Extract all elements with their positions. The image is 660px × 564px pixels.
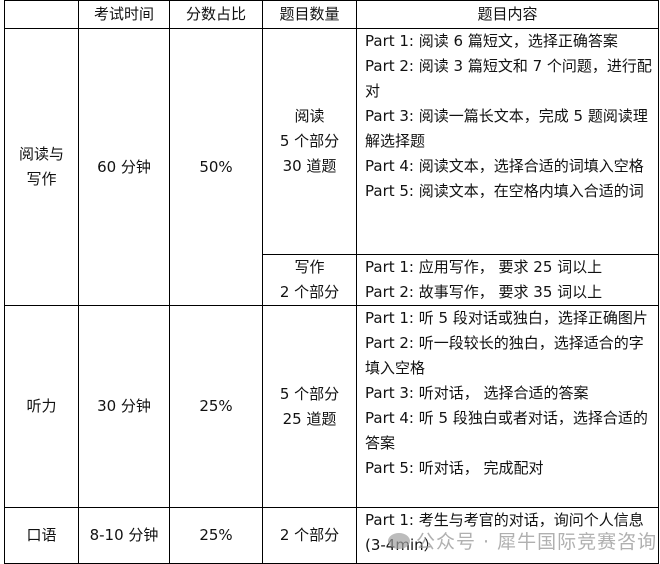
watermark-text: 公众号 · 犀牛国际竞赛咨询 bbox=[416, 531, 658, 553]
weight-cell: 50% bbox=[169, 28, 263, 306]
header-row: 考试时间 分数占比 题目数量 题目内容 bbox=[4, 0, 659, 29]
section-label: 阅读与写作 bbox=[18, 145, 64, 188]
part-item: Part 5: 听对话， 完成配对 bbox=[365, 459, 544, 477]
count-line: 30 道题 bbox=[282, 157, 337, 175]
watermark: 公众号 · 犀牛国际竞赛咨询 bbox=[388, 527, 657, 554]
part-item: Part 2: 听一段较长的独白，选择适合的字填入空格 bbox=[365, 334, 644, 377]
header-cell: 题目内容 bbox=[356, 0, 659, 29]
part-item: Part 2: 故事写作， 要求 35 词以上 bbox=[365, 283, 603, 301]
part-item: Part 4: 阅读文本，选择合适的词填入空格 bbox=[365, 157, 644, 175]
header-cell bbox=[4, 0, 79, 29]
content-cell: Part 1: 听 5 段对话或独白，选择正确图片 Part 2: 听一段较长的… bbox=[356, 305, 659, 508]
section-cell: 听力 bbox=[4, 305, 79, 508]
section-cell: 口语 bbox=[4, 507, 79, 564]
section-cell: 阅读与写作 bbox=[4, 28, 79, 306]
header-cell: 考试时间 bbox=[78, 0, 170, 29]
content-cell: Part 1: 阅读 6 篇短文，选择正确答案 Part 2: 阅读 3 篇短文… bbox=[356, 28, 659, 255]
part-item: Part 5: 阅读文本，在空格内填入合适的词 bbox=[365, 182, 644, 200]
count-cell: 2 个部分 bbox=[262, 507, 357, 564]
part-item: Part 2: 阅读 3 篇短文和 7 个问题，进行配对 bbox=[365, 57, 652, 100]
part-item: Part 3: 听对话， 选择合适的答案 bbox=[365, 384, 589, 402]
count-line: 25 道题 bbox=[282, 409, 337, 428]
count-line: 2 个部分 bbox=[279, 283, 340, 301]
header-cell: 分数占比 bbox=[169, 0, 263, 29]
part-item: Part 1: 听 5 段对话或独白，选择正确图片 bbox=[365, 309, 648, 327]
exam-structure-table: 考试时间 分数占比 题目数量 题目内容 阅读与写作 60 分钟 50% 阅读 5 … bbox=[4, 0, 659, 564]
count-line: 阅读 bbox=[294, 107, 325, 125]
count-line: 写作 bbox=[294, 258, 325, 276]
time-cell: 60 分钟 bbox=[78, 28, 170, 306]
time-cell: 30 分钟 bbox=[78, 305, 170, 508]
table-row: 阅读与写作 60 分钟 50% 阅读 5 个部分 30 道题 Part 1: 阅读 … bbox=[4, 28, 659, 306]
part-item: Part 3: 阅读一篇长文本，完成 5 题阅读理解选择题 bbox=[365, 107, 648, 150]
count-line: 5 个部分 bbox=[279, 384, 340, 403]
part-item: Part 4: 听 5 段独白或者对话，选择合适的答案 bbox=[365, 409, 648, 452]
count-cell: 写作 2 个部分 bbox=[262, 254, 357, 306]
count-line: 5 个部分 bbox=[279, 132, 340, 150]
table-row: 写作 2 个部分 Part 1: 应用写作， 要求 25 词以上 Part 2: … bbox=[5, 254, 659, 306]
weight-cell: 25% bbox=[169, 305, 263, 508]
part-item: Part 1: 阅读 6 篇短文，选择正确答案 bbox=[365, 32, 618, 50]
count-cell: 5 个部分 25 道题 bbox=[262, 305, 357, 508]
content-cell: Part 1: 应用写作， 要求 25 词以上 Part 2: 故事写作， 要求… bbox=[356, 254, 659, 306]
header-cell: 题目数量 bbox=[262, 0, 357, 29]
table-row: 听力 30 分钟 25% 5 个部分 25 道题 Part 1: 听 5 段对话或… bbox=[4, 305, 659, 508]
weight-cell: 25% bbox=[169, 507, 263, 564]
wechat-icon bbox=[388, 532, 410, 549]
part-item: Part 1: 应用写作， 要求 25 词以上 bbox=[365, 258, 603, 276]
count-cell: 阅读 5 个部分 30 道题 bbox=[262, 28, 357, 255]
time-cell: 8-10 分钟 bbox=[78, 507, 170, 564]
